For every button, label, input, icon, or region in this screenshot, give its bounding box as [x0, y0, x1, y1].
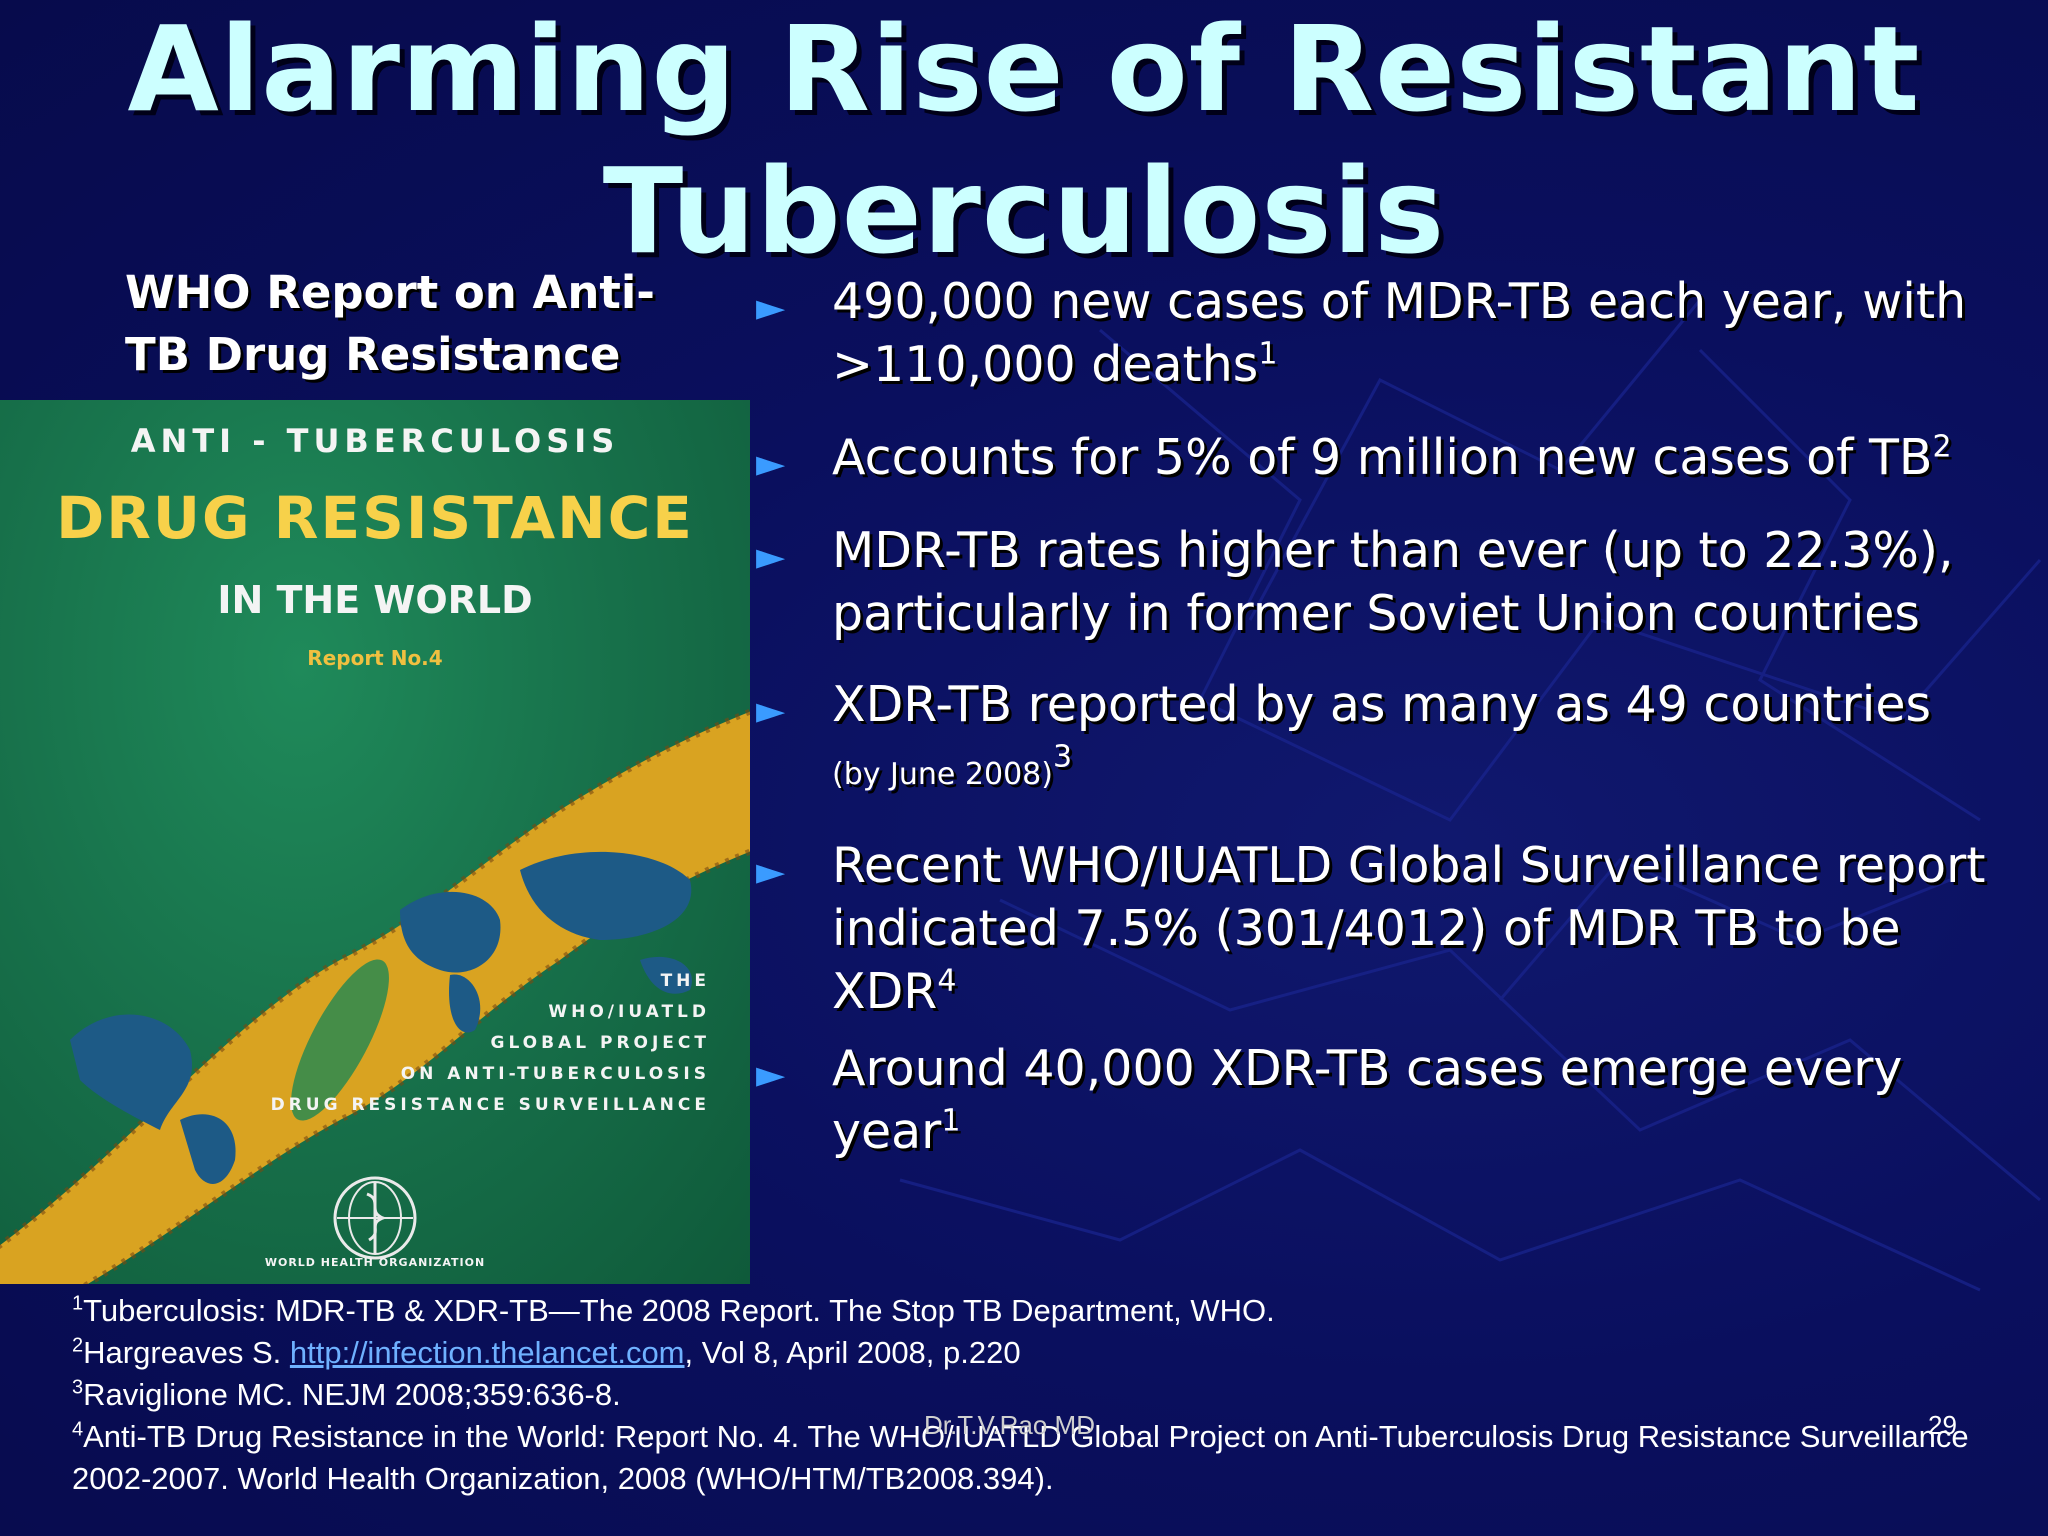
- bullet-text: Around 40,000 XDR-TB cases emerge every …: [832, 1040, 1903, 1160]
- triangle-right-icon: ►: [756, 441, 786, 485]
- footnote: 2Hargreaves S. http://infection.thelance…: [72, 1332, 1972, 1374]
- bullet-text: XDR-TB reported by as many as 49 countri…: [832, 676, 1932, 733]
- footnote: 3Raviglione MC. NEJM 2008;359:636-8.: [72, 1374, 1972, 1416]
- slide-title-line1: Alarming Rise of Resistant: [127, 0, 1921, 138]
- author-label: Dr.T.V.Rao MD: [924, 1410, 1095, 1440]
- subheading-line1: WHO Report on Anti-: [125, 266, 655, 319]
- footnote-link[interactable]: http://infection.thelancet.com: [289, 1335, 685, 1370]
- triangle-right-icon: ►: [756, 534, 786, 578]
- bullet-item: ► MDR-TB rates higher than ever (up to 2…: [756, 519, 2016, 645]
- triangle-right-icon: ►: [756, 1052, 786, 1096]
- bullet-item: ► Accounts for 5% of 9 million new cases…: [756, 426, 2016, 489]
- bullet-footnote-ref: 1: [941, 1103, 961, 1139]
- cover-subtitle: IN THE WORLD: [217, 578, 533, 622]
- footnotes: 1Tuberculosis: MDR-TB & XDR-TB—The 2008 …: [72, 1290, 1972, 1500]
- footnote-number: 4: [72, 1418, 84, 1441]
- triangle-right-icon: ►: [756, 688, 786, 732]
- bullet-footnote-ref: 1: [1258, 336, 1278, 372]
- bullet-list: ► 490,000 new cases of MDR-TB each year,…: [756, 270, 2016, 1163]
- footnote-text: Anti-TB Drug Resistance in the World: Re…: [72, 1419, 1969, 1496]
- footnote-text: Raviglione MC. NEJM 2008;359:636-8.: [83, 1377, 621, 1412]
- bullet-item: ► Recent WHO/IUATLD Global Surveillance …: [756, 834, 2016, 1023]
- cover-main-title: DRUG RESISTANCE: [56, 484, 694, 552]
- footnote-number: 2: [72, 1334, 84, 1357]
- who-emblem-icon: [333, 1176, 417, 1260]
- bullet-text: Accounts for 5% of 9 million new cases o…: [832, 429, 1933, 486]
- cover-project-text: THE WHO/IUATLD GLOBAL PROJECT ON ANTI-TU…: [150, 966, 710, 1121]
- cover-project-line: GLOBAL PROJECT: [490, 1033, 710, 1053]
- footnote-text: , Vol 8, April 2008, p.220: [684, 1335, 1021, 1370]
- bullet-note: (by June 2008): [832, 757, 1053, 792]
- cover-artwork: [0, 708, 750, 1284]
- footnote: 4Anti-TB Drug Resistance in the World: R…: [72, 1416, 1972, 1500]
- bullet-item: ► XDR-TB reported by as many as 49 count…: [756, 673, 2016, 806]
- cover-project-line: ON ANTI-TUBERCULOSIS: [400, 1064, 710, 1084]
- triangle-right-icon: ►: [756, 285, 786, 329]
- footnote-number: 3: [72, 1376, 84, 1399]
- triangle-right-icon: ►: [756, 849, 786, 893]
- bullet-text: Recent WHO/IUATLD Global Surveillance re…: [832, 837, 1986, 1020]
- bullet-text: MDR-TB rates higher than ever (up to 22.…: [832, 522, 1954, 642]
- cover-project-line: WHO/IUATLD: [548, 1002, 710, 1022]
- footnote-text: Hargreaves S.: [83, 1335, 290, 1370]
- report-subheading: WHO Report on Anti- TB Drug Resistance: [125, 262, 705, 386]
- cover-top-text: ANTI - TUBERCULOSIS: [130, 422, 620, 460]
- cover-project-line: THE: [660, 971, 710, 991]
- page-number: 29: [1928, 1410, 1957, 1440]
- footnote-text: Tuberculosis: MDR-TB & XDR-TB—The 2008 R…: [83, 1293, 1275, 1328]
- bullet-footnote-ref: 2: [1932, 429, 1952, 465]
- footnote: 1Tuberculosis: MDR-TB & XDR-TB—The 2008 …: [72, 1290, 1972, 1332]
- report-cover-image: ANTI - TUBERCULOSIS DRUG RESISTANCE IN T…: [0, 400, 750, 1284]
- bullet-footnote-ref: 3: [1052, 739, 1073, 775]
- subheading-line2: TB Drug Resistance: [125, 328, 621, 381]
- bullet-item: ► 490,000 new cases of MDR-TB each year,…: [756, 270, 2016, 396]
- slide-title: Alarming Rise of Resistant Tuberculosis: [0, 0, 2048, 282]
- footnote-number: 1: [72, 1292, 84, 1315]
- cover-publisher: WORLD HEALTH ORGANIZATION: [264, 1256, 486, 1269]
- bullet-text: 490,000 new cases of MDR-TB each year, w…: [832, 273, 1967, 393]
- bullet-footnote-ref: 4: [937, 963, 957, 999]
- cover-project-line: DRUG RESISTANCE SURVEILLANCE: [270, 1095, 710, 1115]
- bullet-item: ► Around 40,000 XDR-TB cases emerge ever…: [756, 1037, 2016, 1163]
- cover-report-number: Report No.4: [307, 646, 443, 670]
- slide-title-line2: Tuberculosis: [602, 142, 1446, 280]
